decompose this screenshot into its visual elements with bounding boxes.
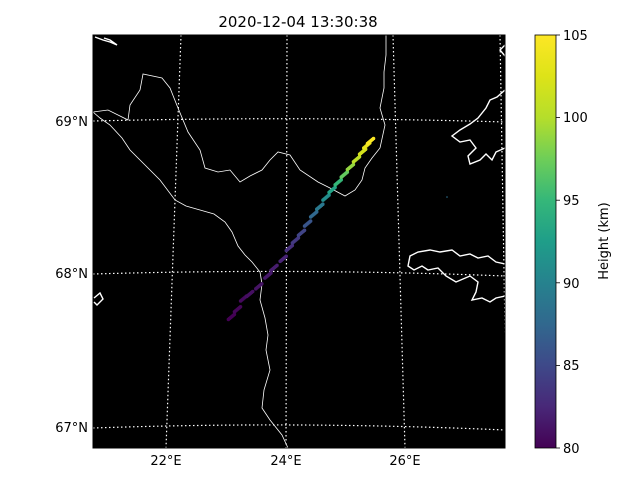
graticule (38, 35, 505, 448)
aurora-point (321, 202, 325, 206)
aurora-point (314, 210, 319, 214)
coast-east (407, 249, 505, 303)
aurora-point (308, 219, 313, 223)
aurora-point (269, 271, 273, 275)
coast-northeast-b (499, 44, 505, 57)
aurora-point (302, 228, 307, 233)
map-frame (92, 34, 506, 449)
meridian-28 (499, 35, 505, 366)
aurora-point (339, 178, 344, 182)
aurora-points (226, 136, 376, 322)
coast-west-inlet (93, 291, 104, 306)
lat-label-67: 67°N (55, 421, 88, 436)
lat-labels: 69°N 68°N 67°N (55, 115, 88, 436)
lon-labels: 22°E 24°E 26°E (150, 454, 420, 469)
lon-label-26: 26°E (389, 454, 420, 469)
aurora-point (357, 155, 362, 159)
isolated-point (446, 196, 448, 198)
lat-label-69: 69°N (55, 115, 88, 130)
map-panel (38, 34, 506, 449)
meridian-26 (392, 35, 406, 448)
cb-tick-105: 105 (563, 29, 588, 44)
meridian-24 (285, 35, 288, 448)
meridian-22 (165, 35, 182, 448)
border-sweden-finland (93, 111, 289, 448)
coast-northeast-a (450, 89, 505, 165)
map-background (93, 35, 505, 448)
parallel-69 (93, 118, 505, 123)
aurora-point (232, 312, 237, 317)
aurora-point (284, 254, 289, 259)
aurora-point (351, 162, 356, 167)
cb-tick-90: 90 (563, 277, 580, 292)
aurora-point (371, 136, 376, 141)
cb-tick-80: 80 (563, 442, 580, 457)
aurora-point (238, 305, 243, 309)
parallel-68 (93, 270, 505, 277)
aurora-point (275, 263, 279, 268)
colorbar-label: Height (km) (597, 202, 612, 279)
aurora-point (333, 185, 337, 190)
coast-northwest (94, 36, 118, 46)
meridian-20 (38, 35, 51, 448)
lon-label-24: 24°E (270, 454, 301, 469)
border-norway-finland (93, 35, 387, 197)
cb-tick-85: 85 (563, 359, 580, 374)
map-content (38, 35, 505, 448)
colorbar-bar (534, 34, 557, 449)
lat-label-68: 68°N (55, 267, 88, 282)
aurora-point (250, 289, 255, 294)
aurora-point (327, 193, 331, 197)
chart-title: 2020-12-04 13:30:38 (218, 13, 377, 31)
lon-label-22: 22°E (150, 454, 181, 469)
aurora-point (296, 236, 301, 240)
parallel-67 (93, 424, 505, 431)
coastlines (93, 36, 505, 306)
aurora-point (290, 243, 295, 248)
aurora-point (345, 170, 350, 174)
colorbar: 80 85 90 95 100 105 Height (km) (534, 29, 612, 457)
cb-tick-95: 95 (563, 194, 580, 209)
colorbar-tick-labels: 80 85 90 95 100 105 (563, 29, 588, 457)
aurora-point (260, 282, 264, 286)
colorbar-ticks (556, 34, 560, 449)
cb-tick-100: 100 (563, 111, 588, 126)
country-borders (93, 35, 387, 448)
